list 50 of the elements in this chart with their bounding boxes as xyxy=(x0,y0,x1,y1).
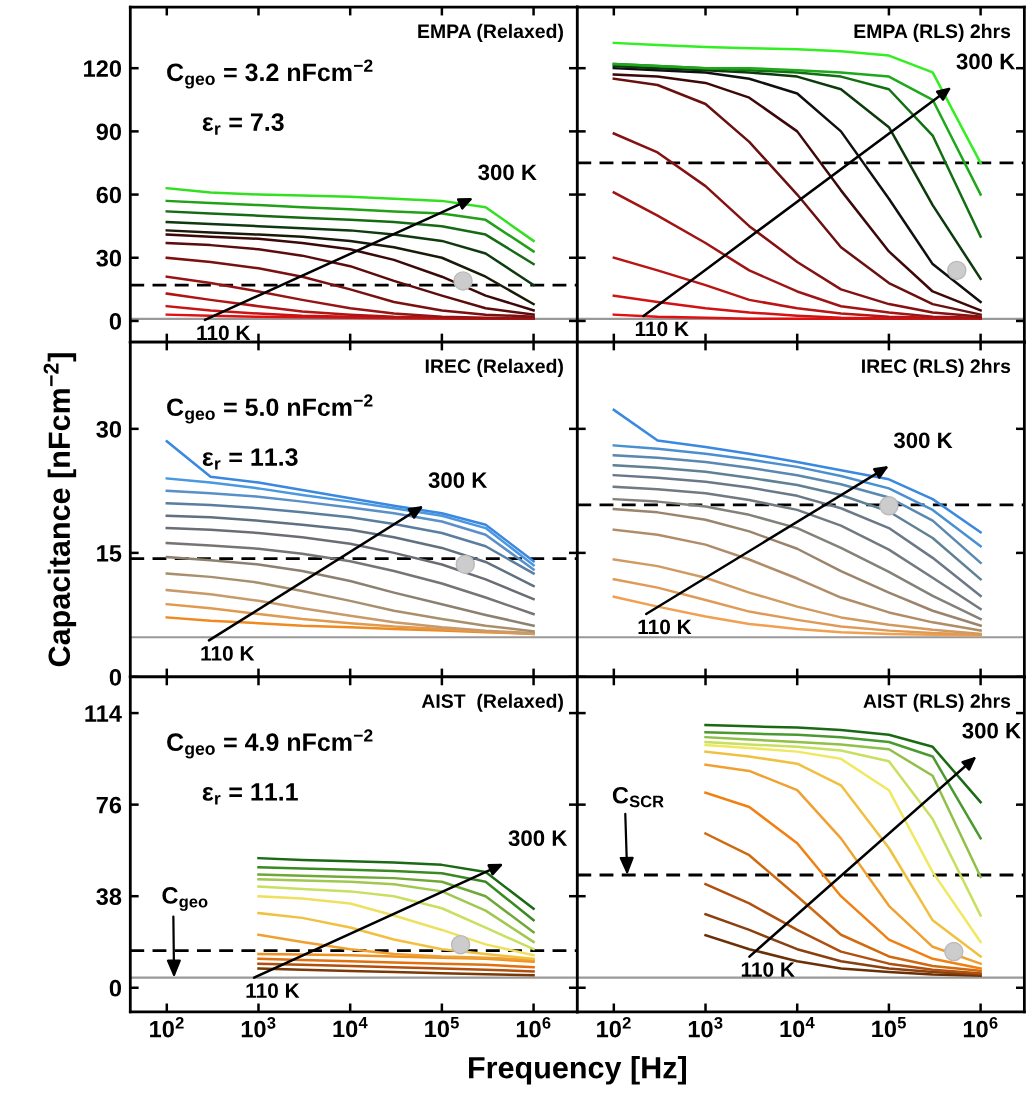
x-tick-label: 10$^{5}$ xyxy=(425,1016,459,1038)
annotation: 110 K xyxy=(741,962,795,977)
y-tick-label: 0 xyxy=(109,979,121,997)
x-tick-label: 10$^{2}$ xyxy=(150,1016,184,1038)
text: IREC (Relaxed) xyxy=(425,358,563,377)
annotation: C$_{geo}$ = 3.2 nFcm$^{−2}$ xyxy=(167,59,373,89)
y-tick-label: 60 xyxy=(96,186,121,204)
x-tick-label: 10$^{2}$ xyxy=(597,1016,631,1038)
annotation: 110 K xyxy=(246,983,300,999)
annotation: 110 K xyxy=(638,619,692,635)
annotation: C$_{geo}$ = 4.9 nFcm$^{−2}$ xyxy=(167,729,373,759)
y-tick-label: 38 xyxy=(96,888,122,906)
x-tick-label: 10$^{5}$ xyxy=(872,1016,906,1038)
x-tick-label: 10$^{4}$ xyxy=(333,1016,368,1038)
annotation: C$_{geo}$ xyxy=(162,887,208,911)
y-tick-label: 76 xyxy=(96,796,122,814)
y-tick-label: 30 xyxy=(96,249,121,267)
x-tick-label: 10$^{6}$ xyxy=(963,1016,998,1038)
y-tick-label: 0 xyxy=(109,669,121,686)
y-tick-label: 90 xyxy=(96,123,121,141)
x-tick-label: 10$^{3}$ xyxy=(241,1016,276,1038)
text: AIST (Relaxed) xyxy=(421,693,563,712)
annotation: 300 K xyxy=(956,53,1016,70)
annotation: 300 K xyxy=(508,830,568,847)
annotation: ε$_{r}$ = 11.1 xyxy=(202,783,298,805)
annotation: 300 K xyxy=(428,472,488,489)
x-tick-label: 10$^{3}$ xyxy=(688,1016,723,1038)
y-tick-label: 0 xyxy=(109,313,121,330)
y-tick-label: 120 xyxy=(84,60,121,77)
y-tick-label: 30 xyxy=(96,420,121,438)
annotation: 110 K xyxy=(197,325,251,341)
text: AIST (RLS) 2hrs xyxy=(863,693,1011,712)
text: EMPA (RLS) 2hrs xyxy=(854,23,1011,42)
x-axis-title: Frequency [Hz] xyxy=(469,1056,686,1085)
y-axis-title: Capacitance [nFcm$^{−2}$] xyxy=(43,353,77,667)
annotation: 300 K xyxy=(962,722,1021,739)
text: IREC (RLS) 2hrs xyxy=(862,358,1011,377)
x-tick-label: 10$^{6}$ xyxy=(516,1016,551,1038)
y-tick-label: 114 xyxy=(85,705,122,722)
annotation: 300 K xyxy=(478,164,537,181)
annotation: C$_{SCR}$ xyxy=(612,786,664,808)
annotation: ε$_{r}$ = 11.3 xyxy=(202,448,298,470)
text: EMPA (Relaxed) xyxy=(418,23,563,42)
annotation: 110 K xyxy=(635,321,689,337)
annotation: ε$_{r}$ = 7.3 xyxy=(202,113,284,135)
y-tick-label: 15 xyxy=(97,545,122,562)
annotation: C$_{geo}$ = 5.0 nFcm$^{−2}$ xyxy=(167,394,373,424)
x-tick-label: 10$^{4}$ xyxy=(780,1016,815,1038)
annotation: 110 K xyxy=(201,646,255,661)
annotation: 300 K xyxy=(893,432,953,449)
